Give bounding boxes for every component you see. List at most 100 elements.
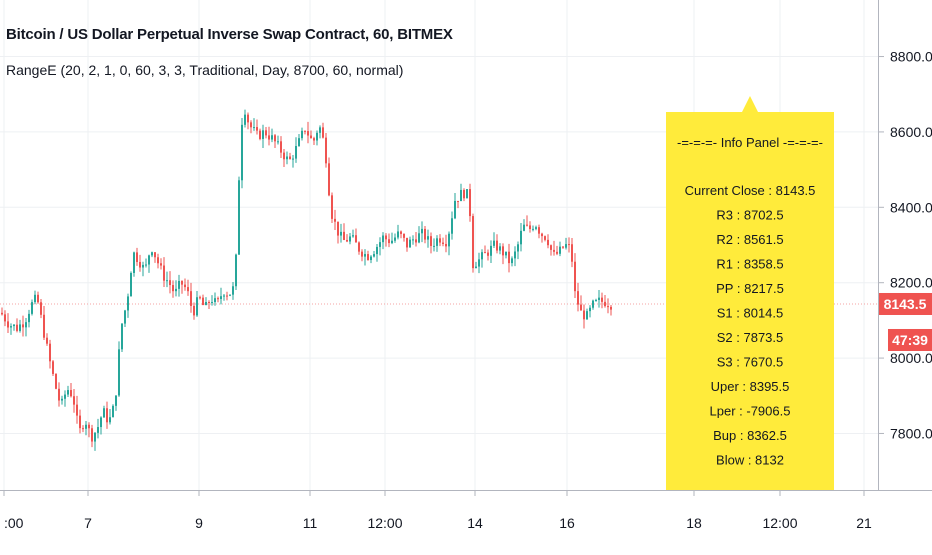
candle-body	[34, 294, 36, 303]
candle-body	[61, 398, 63, 401]
candle-body	[142, 264, 144, 268]
candle-body	[514, 251, 516, 259]
indicator-legend[interactable]: RangeE (20, 2, 1, 0, 60, 3, 3, Tradition…	[6, 62, 404, 78]
candle-body	[361, 251, 363, 257]
candle-body	[40, 302, 42, 315]
candle-body	[22, 324, 24, 328]
candle-body	[172, 285, 174, 292]
info-panel: -=-=-=- Info Panel -=-=-=- Current Close…	[666, 96, 834, 490]
candle-body	[442, 242, 444, 244]
time-tick-label: 12:00	[367, 515, 402, 531]
candle-body	[520, 230, 522, 245]
candle-body	[406, 237, 408, 248]
candle-body	[571, 244, 573, 262]
candle-body	[421, 228, 423, 234]
candle-body	[94, 432, 96, 442]
candle-body	[181, 280, 183, 285]
candle-body	[463, 189, 465, 199]
candle-body	[223, 295, 225, 297]
price-tick-label: 8600.0	[890, 124, 932, 140]
info-panel-line: Blow : 8132	[716, 453, 784, 468]
candle-body	[247, 114, 249, 123]
candle-body	[385, 235, 387, 240]
candle-body	[544, 236, 546, 240]
candle-body	[67, 390, 69, 395]
info-panel-line: Lper : -7906.5	[710, 404, 791, 419]
candle-body	[475, 266, 477, 269]
candle-body	[394, 237, 396, 241]
candle-body	[229, 294, 231, 296]
candle-body	[466, 189, 468, 199]
info-panel-line: S3 : 7670.5	[717, 355, 784, 370]
candle-body	[328, 163, 330, 196]
candle-body	[124, 310, 126, 324]
candle-body	[139, 261, 141, 268]
candle-body	[547, 239, 549, 246]
candle-body	[496, 240, 498, 251]
candle-body	[340, 231, 342, 236]
candle-body	[289, 156, 291, 159]
candle-body	[373, 254, 375, 257]
candle-body	[601, 297, 603, 302]
candle-body	[592, 300, 594, 308]
candle-body	[58, 388, 60, 401]
candle-body	[478, 259, 480, 267]
candle-body	[379, 242, 381, 247]
candle-body	[100, 417, 102, 428]
candle-body	[13, 324, 15, 327]
candle-body	[217, 298, 219, 300]
candle-body	[259, 130, 261, 139]
candle-body	[133, 252, 135, 273]
candle-body	[568, 244, 570, 246]
countdown-value: 47:39	[892, 332, 928, 348]
candle-body	[163, 265, 165, 281]
candle-body	[196, 297, 198, 316]
candle-body	[457, 200, 459, 202]
price-tick-label: 8400.0	[890, 199, 932, 215]
candle-body	[424, 228, 426, 240]
candle-body	[4, 314, 6, 322]
info-panel-line: R2 : 8561.5	[716, 232, 783, 247]
candle-body	[331, 195, 333, 219]
candle-layer	[1, 109, 612, 451]
candle-body	[187, 287, 189, 292]
info-panel-box	[666, 112, 834, 490]
candle-body	[337, 221, 339, 236]
candle-body	[319, 127, 321, 133]
candle-body	[493, 240, 495, 246]
candle-body	[190, 291, 192, 306]
price-tick-label: 8200.0	[890, 275, 932, 291]
candle-body	[73, 396, 75, 405]
candle-body	[490, 245, 492, 256]
candle-body	[52, 361, 54, 374]
candle-body	[349, 236, 351, 242]
candle-body	[145, 264, 147, 266]
candle-body	[157, 257, 159, 264]
candle-body	[487, 252, 489, 256]
candle-body	[106, 408, 108, 423]
candle-body	[529, 225, 531, 230]
candle-body	[556, 251, 558, 254]
time-tick-label: 12:00	[762, 515, 797, 531]
candle-body	[151, 252, 153, 256]
candle-body	[430, 236, 432, 246]
candle-body	[250, 122, 252, 128]
candle-body	[358, 242, 360, 252]
candle-body	[268, 135, 270, 140]
candle-body	[580, 304, 582, 311]
candle-body	[316, 132, 318, 141]
time-tick-label: 11	[303, 515, 318, 531]
candle-body	[178, 280, 180, 289]
candle-body	[307, 131, 309, 136]
candle-body	[505, 251, 507, 256]
candle-body	[76, 404, 78, 416]
candle-body	[508, 251, 510, 264]
candle-body	[511, 258, 513, 264]
candle-body	[79, 415, 81, 429]
candle-body	[148, 255, 150, 265]
candle-body	[325, 137, 327, 164]
candle-body	[16, 324, 18, 331]
candle-body	[565, 244, 567, 248]
